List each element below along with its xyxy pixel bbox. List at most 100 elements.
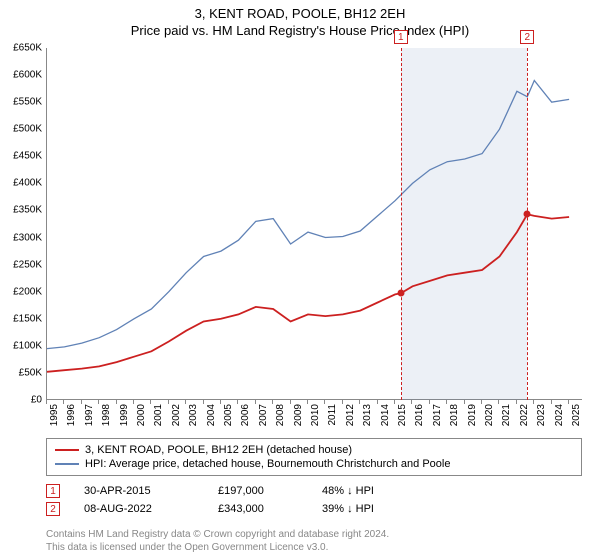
x-tick [307, 400, 308, 404]
x-tick [342, 400, 343, 404]
legend-item-hpi: HPI: Average price, detached house, Bour… [55, 457, 573, 471]
x-tick-label: 1997 [84, 404, 95, 426]
chart-subtitle: Price paid vs. HM Land Registry's House … [0, 23, 600, 42]
y-tick-label: £50K [19, 367, 42, 378]
marker-pct: 39% ↓ HPI [322, 503, 422, 515]
marker-table: 1 30-APR-2015 £197,000 48% ↓ HPI 2 08-AU… [46, 482, 582, 518]
y-tick-label: £350K [13, 205, 42, 216]
marker-row-1: 1 30-APR-2015 £197,000 48% ↓ HPI [46, 482, 582, 500]
legend-swatch [55, 449, 79, 451]
x-tick-label: 2001 [153, 404, 164, 426]
legend-label: HPI: Average price, detached house, Bour… [85, 458, 450, 470]
x-tick [377, 400, 378, 404]
x-tick-label: 2023 [536, 404, 547, 426]
x-tick-label: 2020 [484, 404, 495, 426]
legend-area: 3, KENT ROAD, POOLE, BH12 2EH (detached … [46, 438, 582, 518]
x-tick-label: 2013 [362, 404, 373, 426]
x-tick-label: 2016 [414, 404, 425, 426]
y-tick-label: £450K [13, 151, 42, 162]
y-tick-label: £500K [13, 124, 42, 135]
y-tick-label: £200K [13, 286, 42, 297]
y-tick-label: £400K [13, 178, 42, 189]
x-tick-label: 2008 [275, 404, 286, 426]
x-tick-label: 2004 [206, 404, 217, 426]
x-tick [46, 400, 47, 404]
marker-key-icon: 1 [46, 484, 60, 498]
y-tick-label: £650K [13, 43, 42, 54]
x-tick-label: 2025 [571, 404, 582, 426]
x-tick [116, 400, 117, 404]
x-tick-label: 2009 [293, 404, 304, 426]
x-tick [516, 400, 517, 404]
x-tick [533, 400, 534, 404]
x-tick [290, 400, 291, 404]
x-tick-label: 2019 [467, 404, 478, 426]
marker-date: 08-AUG-2022 [84, 503, 194, 515]
x-tick-label: 2012 [345, 404, 356, 426]
marker-label-box: 1 [394, 30, 408, 44]
line-series-price_paid [47, 214, 569, 371]
line-series-hpi [47, 81, 569, 349]
x-tick [394, 400, 395, 404]
marker-price: £343,000 [218, 503, 298, 515]
x-tick [133, 400, 134, 404]
x-tick [150, 400, 151, 404]
x-tick [255, 400, 256, 404]
x-tick [324, 400, 325, 404]
legend-swatch [55, 463, 79, 465]
x-tick [81, 400, 82, 404]
x-tick [429, 400, 430, 404]
x-tick-label: 2014 [380, 404, 391, 426]
legend-item-price-paid: 3, KENT ROAD, POOLE, BH12 2EH (detached … [55, 443, 573, 457]
x-tick-label: 2011 [327, 404, 338, 426]
footnote: Contains HM Land Registry data © Crown c… [46, 528, 389, 554]
x-tick-label: 2024 [554, 404, 565, 426]
line-chart-svg [47, 48, 583, 400]
x-tick-label: 2015 [397, 404, 408, 426]
x-tick-label: 2002 [171, 404, 182, 426]
x-tick-label: 1998 [101, 404, 112, 426]
marker-label-box: 2 [520, 30, 534, 44]
x-tick-label: 2003 [188, 404, 199, 426]
x-tick [498, 400, 499, 404]
y-tick-label: £250K [13, 259, 42, 270]
y-tick-label: £100K [13, 340, 42, 351]
y-tick-label: £150K [13, 313, 42, 324]
marker-dashed-line [527, 48, 528, 400]
x-tick-label: 2018 [449, 404, 460, 426]
x-tick [185, 400, 186, 404]
y-tick-label: £0 [31, 395, 42, 406]
marker-dashed-line [401, 48, 402, 400]
x-tick [481, 400, 482, 404]
y-tick-label: £600K [13, 70, 42, 81]
footnote-line2: This data is licensed under the Open Gov… [46, 541, 389, 554]
chart-title: 3, KENT ROAD, POOLE, BH12 2EH [0, 0, 600, 23]
chart-area: 12 £0£50K£100K£150K£200K£250K£300K£350K£… [46, 48, 582, 400]
marker-pct: 48% ↓ HPI [322, 485, 422, 497]
x-tick [63, 400, 64, 404]
x-tick-label: 1996 [66, 404, 77, 426]
footnote-line1: Contains HM Land Registry data © Crown c… [46, 528, 389, 541]
x-tick [359, 400, 360, 404]
x-tick-label: 2000 [136, 404, 147, 426]
x-tick [411, 400, 412, 404]
x-tick [446, 400, 447, 404]
x-tick [220, 400, 221, 404]
marker-dot [524, 211, 531, 218]
marker-date: 30-APR-2015 [84, 485, 194, 497]
legend-box: 3, KENT ROAD, POOLE, BH12 2EH (detached … [46, 438, 582, 476]
y-tick-label: £300K [13, 232, 42, 243]
x-tick-label: 2007 [258, 404, 269, 426]
x-tick-label: 2005 [223, 404, 234, 426]
x-tick [168, 400, 169, 404]
x-tick [203, 400, 204, 404]
x-tick [568, 400, 569, 404]
legend-label: 3, KENT ROAD, POOLE, BH12 2EH (detached … [85, 444, 352, 456]
x-tick [464, 400, 465, 404]
x-tick-label: 1999 [119, 404, 130, 426]
x-tick-label: 2021 [501, 404, 512, 426]
x-tick [272, 400, 273, 404]
x-tick [98, 400, 99, 404]
x-tick [551, 400, 552, 404]
x-tick-label: 2017 [432, 404, 443, 426]
